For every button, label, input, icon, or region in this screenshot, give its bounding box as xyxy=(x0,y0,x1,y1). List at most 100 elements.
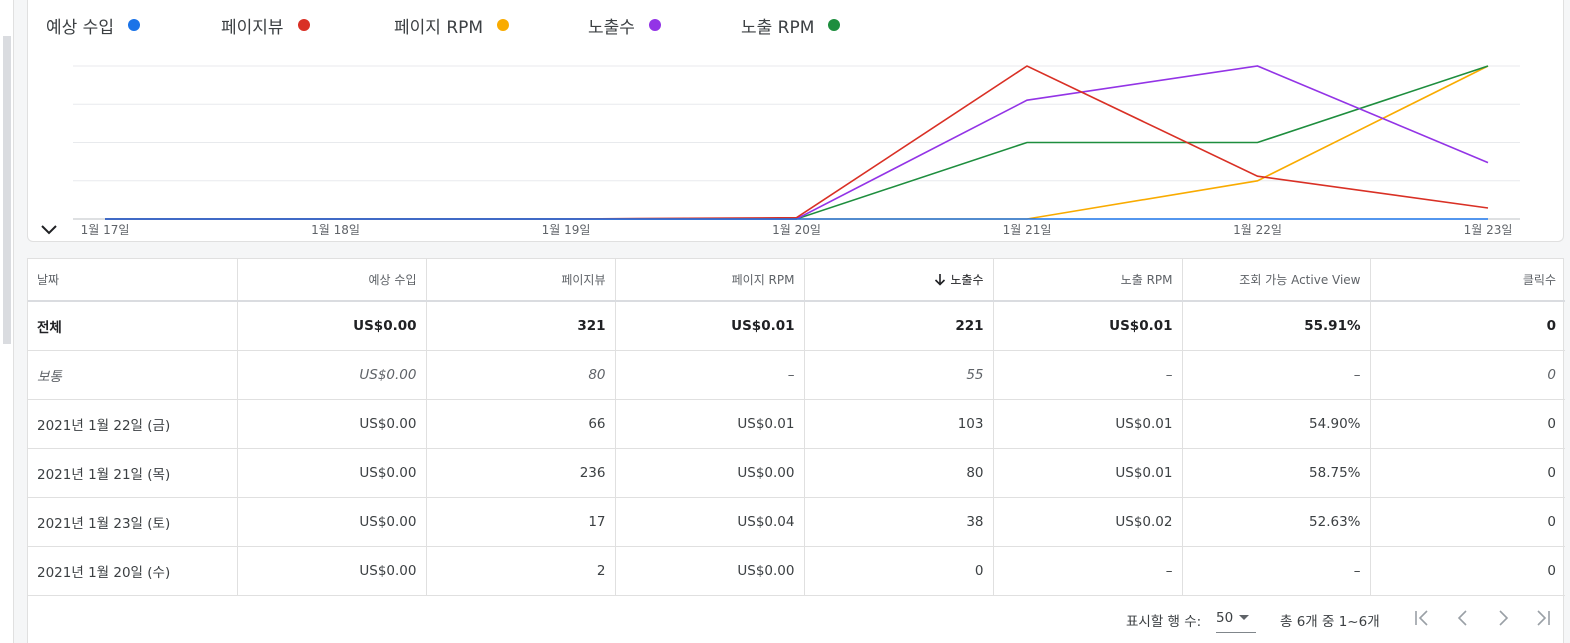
table-cell: US$0.04 xyxy=(615,497,805,547)
table-cell: US$0.01 xyxy=(993,448,1183,498)
header-impressions[interactable]: 노출수 xyxy=(804,259,994,302)
table-cell: 2021년 1월 20일 (수) xyxy=(28,546,238,596)
table-cell: US$0.00 xyxy=(237,301,427,351)
legend-item[interactable]: 페이지뷰 xyxy=(221,12,310,38)
total-row: 전체 US$0.00 321 US$0.01 221 US$0.01 55.91… xyxy=(28,301,1565,351)
table-cell: 0 xyxy=(1370,448,1565,498)
table-cell: 321 xyxy=(426,301,616,351)
table-cell: 221 xyxy=(804,301,994,351)
table-cell: 0 xyxy=(1370,350,1565,400)
legend-label: 노출수 xyxy=(588,17,635,38)
legend-item[interactable]: 노출 RPM xyxy=(741,12,841,38)
prev-page-icon xyxy=(1457,610,1467,626)
table-cell: 2021년 1월 21일 (목) xyxy=(28,448,238,498)
next-page-button[interactable] xyxy=(1490,605,1516,631)
table-cell: 38 xyxy=(804,497,994,547)
table-cell: – xyxy=(1182,350,1371,400)
table-cell: US$0.00 xyxy=(615,546,805,596)
chart-card: 1월 17일 1월 18일 1월 19일 1월 20일 1월 21일 1월 22일 1월 2… xyxy=(27,0,1564,242)
table-cell: US$0.00 xyxy=(237,448,427,498)
legend-label: 노출 RPM xyxy=(741,17,815,38)
left-panel-edge xyxy=(0,0,14,643)
legend-label: 페이지뷰 xyxy=(221,17,284,38)
table-cell: 80 xyxy=(426,350,616,400)
table-cell: 58.75% xyxy=(1182,448,1371,498)
table-cell: 236 xyxy=(426,448,616,498)
arrow-down-icon xyxy=(935,274,946,286)
header-impression-rpm[interactable]: 노출 RPM xyxy=(993,259,1183,302)
table-header-row: 날짜 예상 수입 페이지뷰 페이지 RPM 노출수 노출 RPM 조회 가능 A… xyxy=(28,259,1565,302)
page-range-label: 총 6개 중 1~6개 xyxy=(1280,614,1380,630)
average-row: 보통 US$0.00 80 – 55 – – 0 xyxy=(28,350,1565,400)
table-cell: US$0.01 xyxy=(615,301,805,351)
x-tick-label: 1월 23일 xyxy=(1464,223,1513,237)
table-cell: 2 xyxy=(426,546,616,596)
table-cell: 55.91% xyxy=(1182,301,1371,351)
table-cell: 66 xyxy=(426,399,616,449)
table-cell: US$0.00 xyxy=(615,448,805,498)
table-cell: 보통 xyxy=(28,350,238,400)
next-page-icon xyxy=(1499,610,1509,626)
table-cell: US$0.00 xyxy=(237,497,427,547)
table-cell: 0 xyxy=(1370,301,1565,351)
legend-item[interactable]: 노출수 xyxy=(588,12,661,38)
legend-color-dot xyxy=(648,19,661,31)
legend-label: 페이지 RPM xyxy=(394,17,484,38)
x-tick-label: 1월 17일 xyxy=(81,223,130,237)
line-chart: 1월 17일 1월 18일 1월 19일 1월 20일 1월 21일 1월 22일 1월 2… xyxy=(73,65,1520,237)
expand-chart-button[interactable] xyxy=(38,220,60,240)
table-cell: US$0.00 xyxy=(237,399,427,449)
table-cell: 0 xyxy=(1370,546,1565,596)
chart-legend: 예상 수입 페이지뷰 페이지 RPM 노출수 노출 RPM xyxy=(28,0,1563,52)
x-tick-label: 1월 18일 xyxy=(311,223,360,237)
header-active-view-viewable[interactable]: 조회 가능 Active View xyxy=(1182,259,1371,302)
last-page-button[interactable] xyxy=(1530,605,1556,631)
first-page-button[interactable] xyxy=(1409,605,1435,631)
table-cell: US$0.00 xyxy=(237,546,427,596)
table-row: 2021년 1월 23일 (토) US$0.00 17 US$0.04 38 U… xyxy=(28,497,1565,547)
table-cell: 0 xyxy=(1370,497,1565,547)
header-estimated-earnings[interactable]: 예상 수입 xyxy=(237,259,427,302)
table-row: 2021년 1월 21일 (목) US$0.00 236 US$0.00 80 … xyxy=(28,448,1565,498)
last-page-icon xyxy=(1537,610,1550,626)
header-page-views[interactable]: 페이지뷰 xyxy=(426,259,616,302)
report-table-card: 날짜 예상 수입 페이지뷰 페이지 RPM 노출수 노출 RPM 조회 가능 A… xyxy=(27,258,1565,643)
table-cell: US$0.01 xyxy=(993,399,1183,449)
table-cell: 103 xyxy=(804,399,994,449)
table-cell: US$0.01 xyxy=(615,399,805,449)
legend-color-dot xyxy=(127,19,140,31)
chevron-down-icon xyxy=(41,225,57,235)
header-date[interactable]: 날짜 xyxy=(28,259,238,302)
rows-per-page-label: 표시할 행 수: xyxy=(1126,614,1202,630)
table-cell: 17 xyxy=(426,497,616,547)
table-cell: US$0.01 xyxy=(993,301,1183,351)
table-row: 2021년 1월 22일 (금) US$0.00 66 US$0.01 103 … xyxy=(28,399,1565,449)
x-tick-label: 1월 20일 xyxy=(772,223,821,237)
table-row: 2021년 1월 20일 (수) US$0.00 2 US$0.00 0 – –… xyxy=(28,546,1565,596)
scrollbar-track xyxy=(3,36,11,344)
table-cell: 52.63% xyxy=(1182,497,1371,547)
table-cell: 2021년 1월 22일 (금) xyxy=(28,399,238,449)
legend-color-dot xyxy=(828,19,841,31)
pagination-bar: 표시할 행 수: 50 총 6개 중 1~6개 xyxy=(28,595,1563,643)
table-cell: US$0.02 xyxy=(993,497,1183,547)
legend-color-dot xyxy=(497,19,510,31)
first-page-icon xyxy=(1415,610,1428,626)
legend-color-dot xyxy=(297,19,310,31)
prev-page-button[interactable] xyxy=(1450,605,1476,631)
table-cell: – xyxy=(993,546,1183,596)
table-cell: 0 xyxy=(804,546,994,596)
dropdown-arrow-icon xyxy=(1239,614,1250,620)
header-clicks[interactable]: 클릭수 xyxy=(1370,259,1565,302)
table-cell: 0 xyxy=(1370,399,1565,449)
header-page-rpm[interactable]: 페이지 RPM xyxy=(615,259,805,302)
table-cell: 80 xyxy=(804,448,994,498)
legend-item[interactable]: 페이지 RPM xyxy=(394,12,510,38)
report-table: 날짜 예상 수입 페이지뷰 페이지 RPM 노출수 노출 RPM 조회 가능 A… xyxy=(28,259,1565,596)
x-tick-label: 1월 19일 xyxy=(542,223,591,237)
x-tick-label: 1월 21일 xyxy=(1003,223,1052,237)
table-cell: 2021년 1월 23일 (토) xyxy=(28,497,238,547)
rows-per-page-select[interactable]: 50 xyxy=(1216,603,1256,633)
legend-item[interactable]: 예상 수입 xyxy=(46,12,140,38)
legend-label: 예상 수입 xyxy=(46,17,114,38)
